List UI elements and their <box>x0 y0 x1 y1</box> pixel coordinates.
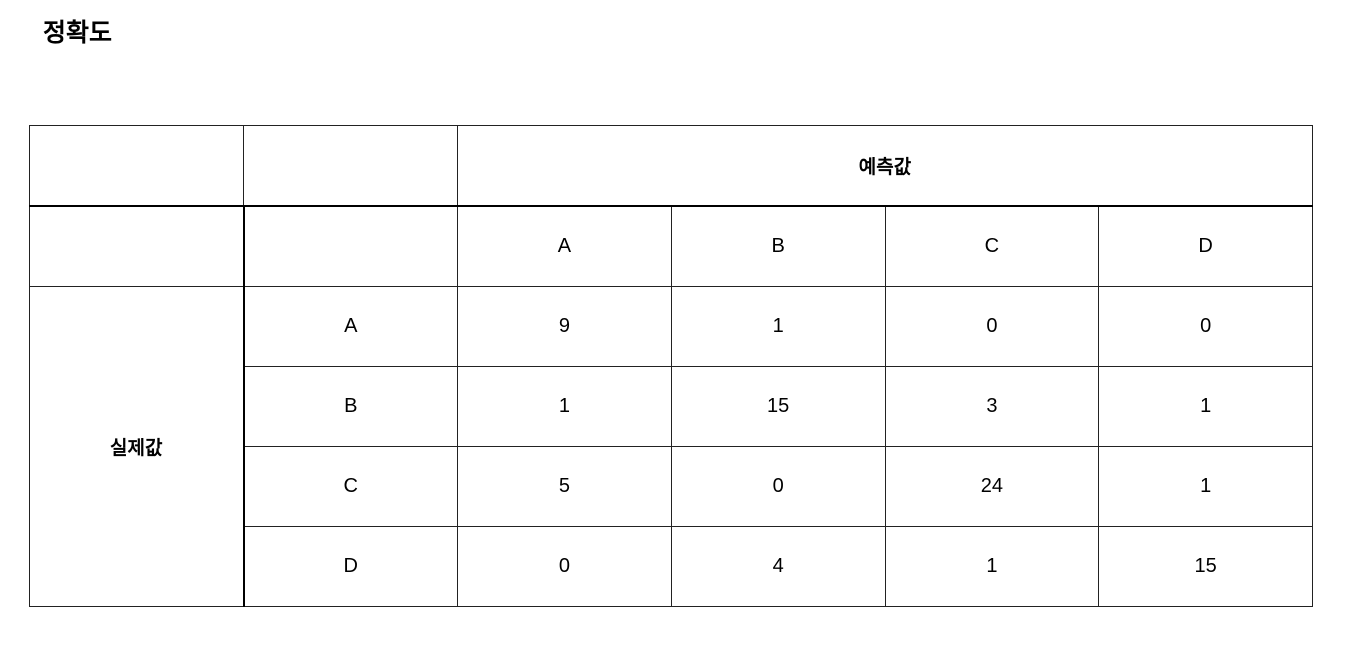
empty-corner-cell <box>243 205 458 287</box>
matrix-cell: 24 <box>884 446 1100 527</box>
actual-class-header: A <box>243 286 458 367</box>
empty-corner-cell <box>29 125 244 207</box>
confusion-matrix-table: 예측값 A B C D 실제값 A 9 1 0 0 B 1 15 3 1 C 5 <box>29 125 1313 607</box>
matrix-cell: 5 <box>457 446 672 527</box>
predicted-header: 예측값 <box>457 125 1313 207</box>
table-row: 실제값 A 9 1 0 0 <box>29 286 1313 607</box>
table-row: D 0 4 1 15 <box>30 526 1313 607</box>
actual-class-header: C <box>243 446 458 527</box>
matrix-cell: 1 <box>1098 446 1313 527</box>
matrix-cell: 0 <box>884 286 1100 367</box>
matrix-cell: 0 <box>457 526 672 607</box>
header-row-classes: A B C D <box>29 205 1313 287</box>
table-row: B 1 15 3 1 <box>30 366 1313 447</box>
matrix-cell: 0 <box>670 446 886 527</box>
predicted-class-header: C <box>884 205 1100 287</box>
matrix-cell: 1 <box>884 526 1100 607</box>
matrix-cell: 0 <box>1098 286 1313 367</box>
predicted-class-header: B <box>670 205 886 287</box>
actual-class-header: B <box>243 366 458 447</box>
page-title: 정확도 <box>43 18 113 47</box>
empty-corner-cell <box>29 205 245 287</box>
header-row-predicted: 예측값 <box>29 125 1313 207</box>
matrix-cell: 15 <box>670 366 886 447</box>
actual-header: 실제값 <box>29 286 245 607</box>
actual-class-header: D <box>243 526 458 607</box>
matrix-cell: 1 <box>1098 366 1313 447</box>
predicted-class-header: A <box>457 205 672 287</box>
empty-corner-cell <box>243 125 458 207</box>
matrix-cell: 1 <box>457 366 672 447</box>
matrix-cell: 1 <box>670 286 886 367</box>
matrix-cell: 15 <box>1098 526 1313 607</box>
matrix-cell: 9 <box>457 286 672 367</box>
predicted-class-header: D <box>1098 205 1313 287</box>
matrix-cell: 3 <box>884 366 1100 447</box>
matrix-cell: 4 <box>670 526 886 607</box>
table-row: C 5 0 24 1 <box>30 446 1313 527</box>
